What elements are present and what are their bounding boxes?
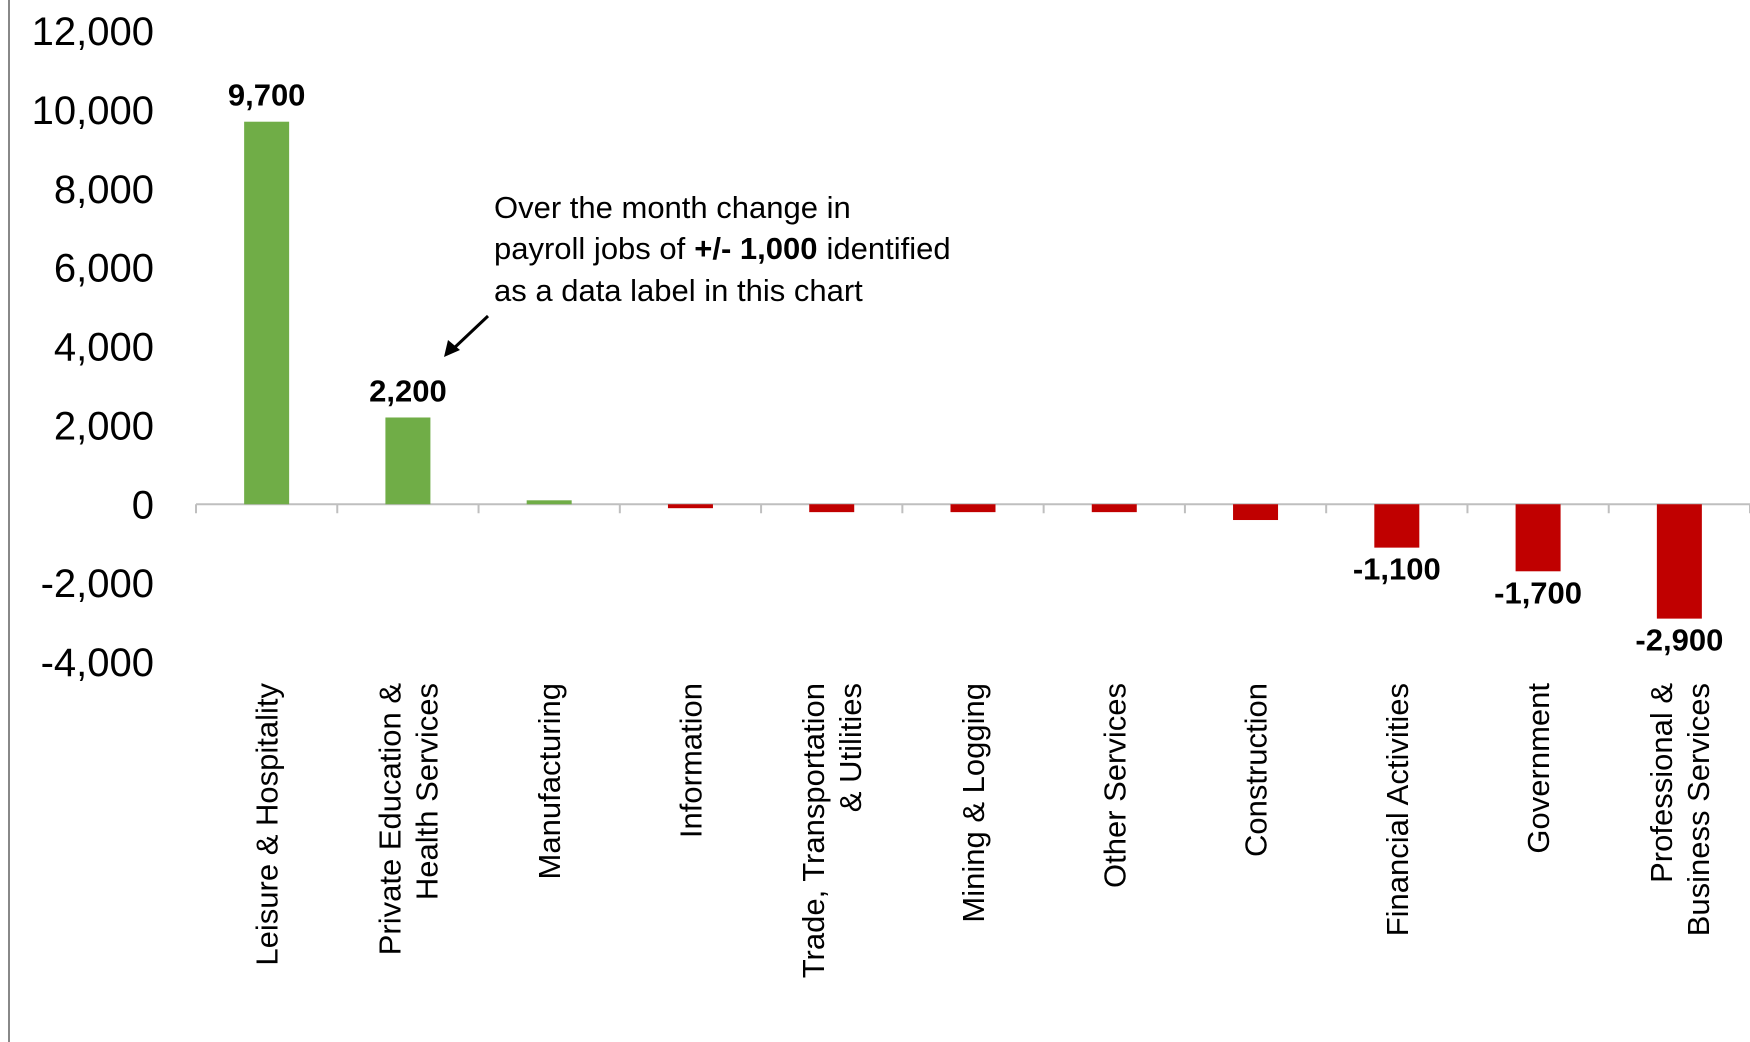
data-label: -1,100 [1353,552,1441,587]
annotation: payroll jobs of +/- 1,000 identified [494,231,951,266]
bar [1233,504,1279,521]
y-tick-label: 2,000 [54,404,154,448]
x-tick-label-line: Professional & [1644,683,1679,883]
bar [1091,504,1137,513]
bar [1656,504,1702,619]
x-tick-label-group: Mining & Logging [956,683,991,923]
x-tick-label: Government [1521,683,1556,854]
bar [809,504,855,513]
y-tick-label: 4,000 [54,326,154,370]
bar [950,504,996,513]
annotation-bold: +/- 1,000 [694,231,817,266]
y-tick-label: 12,000 [32,10,154,54]
x-tick-label-group: Professional &Business Services [1644,683,1716,937]
data-label: 9,700 [228,78,306,113]
x-tick-label-line: Information [673,683,708,838]
x-tick-label: Manufacturing [532,683,567,879]
x-tick-label: Leisure & Hospitality [250,683,285,966]
x-tick-label-group: Government [1521,683,1556,854]
y-tick-label: -2,000 [41,562,154,606]
x-tick-label-group: Financial Activities [1380,683,1415,936]
y-tick-label: 10,000 [32,89,154,133]
data-label: -2,900 [1635,623,1723,658]
x-tick-label-line: Private Education & [372,683,407,956]
x-tick-label-line: Manufacturing [532,683,567,879]
bar [526,500,572,505]
annotation: Over the month change in [494,190,851,225]
bar [1515,504,1561,572]
x-tick-label: Information [673,683,708,838]
y-tick-label: 0 [132,483,154,527]
x-tick-label-group: Leisure & Hospitality [250,683,285,966]
x-tick-label-group: Construction [1239,683,1274,857]
x-tick-label-group: Private Education &Health Services [372,683,444,956]
annotation-arrowhead [444,340,460,357]
x-tick-label-line: & Utilities [833,683,868,812]
x-tick-label: Construction [1239,683,1274,857]
x-tick-label-line: Construction [1239,683,1274,857]
annotation-part: identified [827,231,951,266]
x-tick-label-line: Financial Activities [1380,683,1415,936]
x-tick-label-group: Information [673,683,708,838]
bar [244,121,290,505]
annotation-part: payroll jobs of [494,231,686,266]
x-tick-label: Trade, Transportation& Utilities [796,683,868,978]
y-tick-label: 8,000 [54,168,154,212]
data-label: -1,700 [1494,575,1582,610]
bar [1374,504,1420,548]
x-tick-label: Other Services [1097,683,1132,888]
data-label: 2,200 [369,373,447,408]
x-tick-label-line: Government [1521,683,1556,854]
bar [385,417,431,505]
x-tick-label-line: Other Services [1097,683,1132,888]
bar [667,504,713,509]
x-tick-label: Financial Activities [1380,683,1415,936]
x-tick-label-line: Business Services [1681,683,1716,936]
x-tick-label: Professional &Business Services [1644,683,1716,937]
x-tick-label: Private Education &Health Services [372,683,444,956]
annotation-arrow [450,314,490,352]
x-tick-label-group: Manufacturing [532,683,567,879]
annotation: as a data label in this chart [494,273,863,308]
y-tick-label: 6,000 [54,247,154,291]
x-tick-label-line: Leisure & Hospitality [250,683,285,966]
x-tick-label-group: Other Services [1097,683,1132,888]
x-tick-label-line: Health Services [409,683,444,900]
x-tick-label-line: Mining & Logging [956,683,991,923]
x-tick-label: Mining & Logging [956,683,991,923]
x-tick-label-group: Trade, Transportation& Utilities [796,683,868,978]
x-tick-label-line: Trade, Transportation [796,683,831,978]
y-tick-label: -4,000 [41,641,154,685]
